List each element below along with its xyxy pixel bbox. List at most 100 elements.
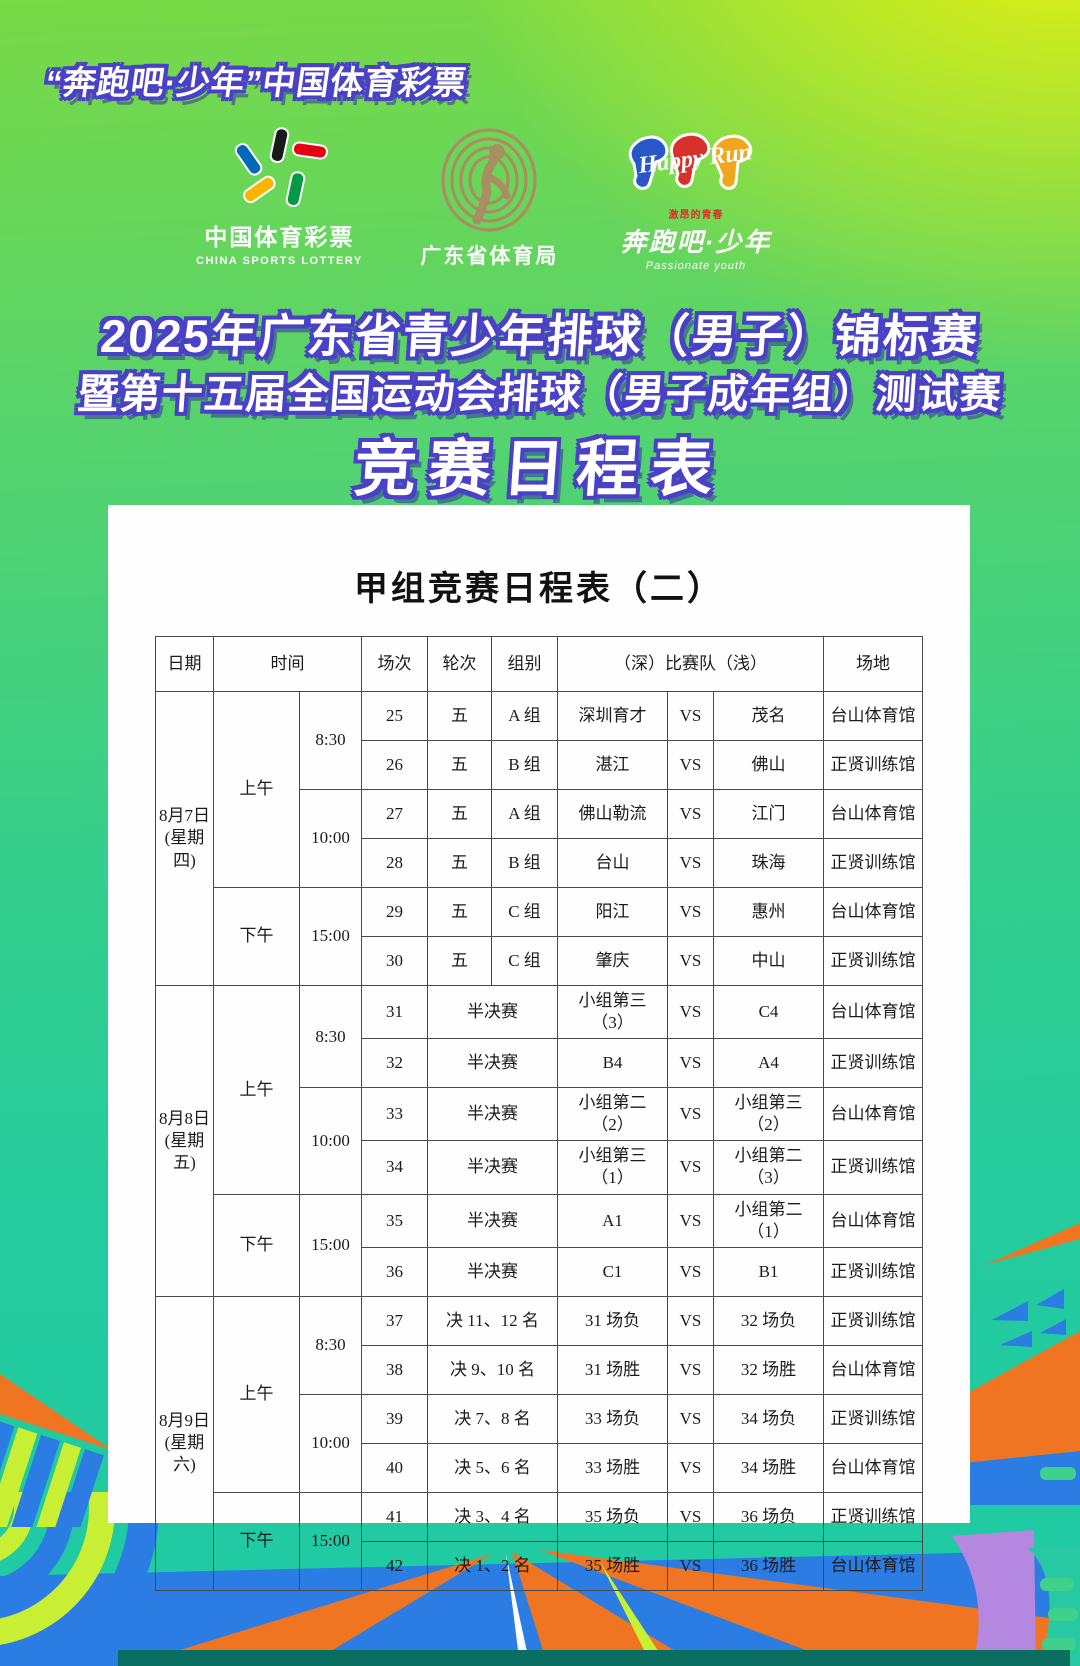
round-cell: 决 5、6 名 xyxy=(426,1442,558,1493)
match-no-cell: 36 xyxy=(360,1246,428,1297)
vs-cell: VS xyxy=(666,838,714,888)
team2-cell: 34 场胜 xyxy=(712,1442,825,1493)
team1-cell: 33 场负 xyxy=(556,1393,668,1444)
table-header-row: 日期 时间 场次 轮次 组别 （深）比赛队（浅） 场地 xyxy=(154,636,924,692)
round-cell: 五 xyxy=(426,887,492,937)
vs-cell: VS xyxy=(666,984,714,1040)
venue-cell: 台山体育馆 xyxy=(823,691,924,741)
round-cell: 半决赛 xyxy=(426,984,558,1040)
session-cell: 上午 xyxy=(212,1295,300,1493)
time-cell: 15:00 xyxy=(298,1193,362,1297)
round-cell: 决 7、8 名 xyxy=(426,1393,558,1444)
vs-cell: VS xyxy=(666,1087,714,1142)
venue-cell: 台山体育馆 xyxy=(823,887,924,937)
team1-cell: 小组第二 （2） xyxy=(556,1087,668,1142)
round-cell: 决 1、2 名 xyxy=(426,1540,558,1591)
session-cell: 下午 xyxy=(212,1491,300,1591)
bureau-name-cn: 广东省体育局 xyxy=(420,245,559,268)
round-cell: 五 xyxy=(426,838,492,888)
team1-cell: 肇庆 xyxy=(556,936,668,986)
match-no-cell: 27 xyxy=(360,789,428,839)
match-row: 下午 15:00 35 半决赛 A1 VS 小组第二 （1） 台山体育馆 xyxy=(155,1193,924,1297)
lottery-name-en: CHINA SPORTS LOTTERY xyxy=(196,255,363,267)
happy-run-runners-icon: Happy Run xyxy=(628,132,753,190)
group-cell: B 组 xyxy=(490,838,558,888)
team1-cell: 小组第三 （3） xyxy=(556,984,668,1040)
team1-cell: 阳江 xyxy=(556,887,668,937)
guangdong-sports-bureau-logo: 广东省体育局 xyxy=(420,126,558,270)
team1-cell: A1 xyxy=(556,1193,668,1248)
happy-run-logo: Happy Run 激昂的青春 奔跑吧·少年 Passionate youth xyxy=(616,126,776,272)
group-cell: A 组 xyxy=(490,691,558,741)
round-cell: 半决赛 xyxy=(426,1087,558,1142)
team2-cell: 中山 xyxy=(712,936,825,986)
group-cell: C 组 xyxy=(490,887,558,937)
team1-cell: 35 场胜 xyxy=(556,1540,668,1591)
venue-cell: 正贤训练馆 xyxy=(823,1246,924,1297)
match-row: 8月8日 (星期五) 上午 8:30 31 半决赛 小组第三 （3） VS C4 台山体育馆 xyxy=(154,984,924,1297)
event-title-line2: 暨第十五届全国运动会排球（男子成年组）测试赛 xyxy=(76,371,1004,417)
match-no-cell: 40 xyxy=(360,1442,428,1493)
match-no-cell: 29 xyxy=(360,887,428,937)
happy-run-sub: Passionate youth xyxy=(645,260,747,272)
team1-cell: 深圳育才 xyxy=(556,691,668,741)
time-cell: 8:30 xyxy=(298,984,362,1089)
event-title-line1: 2025年广东省青少年排球（男子）锦标赛 xyxy=(98,310,981,362)
match-no-cell: 30 xyxy=(360,936,428,986)
match-row: 42 决 1、2 名 35 场胜 VS 36 场胜 台山体育馆 xyxy=(155,1540,924,1591)
match-no-cell: 32 xyxy=(360,1038,428,1089)
col-header-time: 时间 xyxy=(212,636,362,692)
match-row: 40 决 5、6 名 33 场胜 VS 34 场胜 台山体育馆 xyxy=(155,1442,924,1493)
venue-cell: 正贤训练馆 xyxy=(823,1393,924,1444)
round-cell: 决 3、4 名 xyxy=(426,1491,558,1542)
sports-bureau-rings-icon xyxy=(441,128,537,232)
vs-cell: VS xyxy=(666,1038,714,1089)
match-no-cell: 41 xyxy=(360,1491,428,1542)
team2-cell: B1 xyxy=(712,1246,825,1297)
round-cell: 半决赛 xyxy=(426,1246,558,1297)
schedule-heading: 竞赛日程表 xyxy=(352,435,727,504)
vs-cell: VS xyxy=(666,1540,714,1591)
venue-cell: 台山体育馆 xyxy=(823,984,924,1040)
vs-cell: VS xyxy=(666,1442,714,1493)
time-cell: 8:30 xyxy=(298,1295,362,1395)
time-cell: 15:00 xyxy=(298,1491,362,1591)
round-cell: 决 11、12 名 xyxy=(426,1295,558,1346)
team2-cell: C4 xyxy=(712,984,825,1040)
session-cell: 上午 xyxy=(212,691,300,888)
venue-cell: 正贤训练馆 xyxy=(823,740,924,790)
team1-cell: 35 场负 xyxy=(556,1491,668,1542)
happy-run-name-cn: 奔跑吧·少年 xyxy=(620,227,772,257)
col-header-venue: 场地 xyxy=(823,636,924,692)
team1-cell: 小组第三 （1） xyxy=(556,1140,668,1195)
match-row: 38 决 9、10 名 31 场胜 VS 32 场胜 台山体育馆 xyxy=(155,1344,924,1395)
round-cell: 五 xyxy=(426,789,492,839)
group-cell: A 组 xyxy=(490,789,558,839)
team1-cell: 31 场胜 xyxy=(556,1344,668,1395)
vs-cell: VS xyxy=(666,1246,714,1297)
team2-cell: 小组第二 （3） xyxy=(712,1140,825,1195)
date-cell: 8月7日 (星期四) xyxy=(154,691,214,986)
brand-line: “奔跑吧·少年”中国体育彩票 xyxy=(43,64,470,101)
team1-cell: 台山 xyxy=(556,838,668,888)
team2-cell: 小组第二 （1） xyxy=(712,1193,825,1248)
match-no-cell: 35 xyxy=(360,1193,428,1248)
team1-cell: 33 场胜 xyxy=(556,1442,668,1493)
round-cell: 半决赛 xyxy=(426,1193,558,1248)
time-cell: 10:00 xyxy=(298,789,362,888)
vs-cell: VS xyxy=(666,887,714,937)
match-no-cell: 38 xyxy=(360,1344,428,1395)
team2-cell: 茂名 xyxy=(712,691,825,741)
round-cell: 五 xyxy=(426,936,492,986)
team2-cell: 32 场负 xyxy=(712,1295,825,1346)
round-cell: 决 9、10 名 xyxy=(426,1344,558,1395)
team2-cell: A4 xyxy=(712,1038,825,1089)
team2-cell: 小组第三 （2） xyxy=(712,1087,825,1142)
venue-cell: 台山体育馆 xyxy=(823,1193,924,1248)
team2-cell: 惠州 xyxy=(712,887,825,937)
venue-cell: 正贤训练馆 xyxy=(823,1295,924,1346)
vs-cell: VS xyxy=(666,740,714,790)
team1-cell: C1 xyxy=(556,1246,668,1297)
match-no-cell: 37 xyxy=(360,1295,428,1346)
